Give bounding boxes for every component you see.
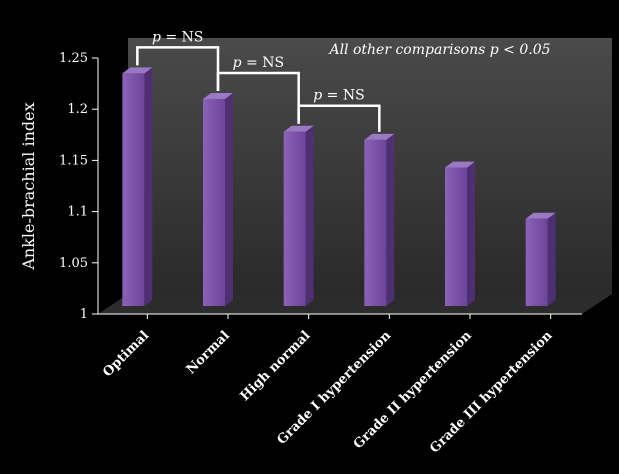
bar — [445, 161, 475, 306]
bar-side — [547, 212, 556, 306]
significance-bracket: p = NS — [297, 88, 381, 132]
x-tick-label: High normal — [238, 328, 314, 404]
bar-side — [225, 92, 233, 307]
x-tick-label: Optimal — [100, 328, 152, 380]
bar — [122, 67, 153, 306]
x-tick-label: Normal — [184, 328, 233, 377]
bar-side — [467, 161, 475, 306]
comparison-note: All other comparisons p < 0.05 — [327, 42, 550, 58]
bar-top — [203, 92, 233, 99]
y-tick-label: 1.15 — [59, 153, 88, 168]
bar-front — [122, 73, 145, 306]
bar — [364, 133, 395, 306]
bracket-label: p = NS — [233, 55, 284, 71]
y-ticks: 1 1.05 1.1 1.15 1.2 1.25 — [59, 51, 98, 322]
bracket-label: p = NS — [313, 88, 364, 104]
y-tick-label: 1.1 — [67, 205, 88, 220]
bracket-line — [297, 104, 381, 132]
bar-top — [122, 67, 153, 74]
bar-top — [283, 125, 314, 132]
significance-brackets: p = NS p = NS p = NS — [136, 29, 381, 132]
bar — [203, 92, 233, 307]
bracket-line — [136, 46, 220, 91]
bar-side — [305, 125, 314, 306]
y-tick-label: 1.25 — [59, 51, 88, 66]
bar-top — [364, 133, 395, 140]
y-tick-label: 1.2 — [67, 102, 88, 117]
y-tick-label: 1 — [80, 307, 88, 322]
bars — [122, 67, 556, 307]
significance-bracket: p = NS — [216, 55, 300, 124]
bar-top — [445, 161, 475, 168]
bar-side — [386, 133, 395, 306]
bar-front — [283, 131, 306, 306]
bar-side — [144, 67, 153, 306]
bar-top — [525, 212, 556, 219]
bar-front — [364, 139, 387, 306]
bar — [525, 212, 556, 306]
bar-front — [445, 167, 467, 306]
y-tick-label: 1.05 — [59, 256, 88, 271]
bar — [283, 125, 314, 306]
bracket-label: p = NS — [152, 29, 203, 45]
bar-front — [203, 98, 225, 307]
bar-front — [525, 218, 548, 306]
bracket-line — [216, 71, 300, 124]
significance-bracket: p = NS — [136, 29, 220, 91]
y-axis-label: Ankle-brachial index — [19, 102, 38, 270]
